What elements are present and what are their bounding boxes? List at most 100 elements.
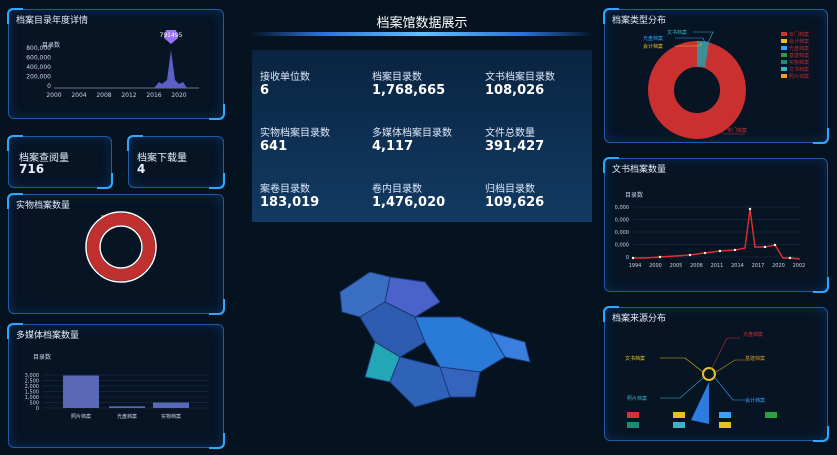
yearly-title: 档案目录年度详情 <box>16 16 89 26</box>
documents-xtick: 2008 <box>690 263 703 269</box>
types-legend-label: 会计档案 <box>789 38 809 45</box>
sources-legend-swatch <box>673 412 685 418</box>
stat-value: 1,768,665 <box>372 83 446 98</box>
sources-legend-swatch <box>719 422 731 428</box>
documents-xtick: 2017 <box>752 263 765 269</box>
stat-item: 卷内目录数 1,476,020 <box>372 180 445 210</box>
documents-ytick: 0,000 <box>615 230 629 236</box>
stat-label: 多媒体档案目录数 <box>372 128 452 139</box>
yearly-xtick: 2016 <box>146 92 161 99</box>
types-legend-swatch <box>781 32 787 36</box>
map-region-east[interactable] <box>414 316 506 373</box>
types-legend-swatch <box>781 67 787 71</box>
physical-title: 实物档案数量 <box>16 201 71 211</box>
views-label: 档案查阅量 <box>19 153 69 164</box>
sources-legend-swatch <box>627 422 639 428</box>
stat-label: 案卷目录数 <box>260 184 310 195</box>
types-legend-swatch <box>781 53 787 57</box>
peak-marker: 791495 <box>160 30 183 44</box>
stat-value: 183,019 <box>260 195 320 210</box>
documents-points <box>631 207 792 260</box>
sources-slice <box>691 382 709 424</box>
multimedia-ytick: 3,000 <box>25 373 39 379</box>
center-header: 档案馆数据展示 <box>250 0 594 38</box>
multimedia-ytick: 1,000 <box>25 395 39 401</box>
stat-label: 归档目录数 <box>485 184 535 195</box>
map-region-south-east[interactable] <box>439 366 481 398</box>
documents-line <box>633 208 801 260</box>
multimedia-ytick: 0 <box>36 406 39 412</box>
sources-panel: 档案来源分布 文书档案 光盘档案 基建档案 照片档案 会计档案 <box>603 306 829 442</box>
stat-value: 6 <box>260 83 270 98</box>
views-value: 716 <box>19 162 45 176</box>
stat-item: 档案目录数 1,768,665 <box>372 68 445 98</box>
stat-item: 实物档案目录数 641 <box>260 124 330 154</box>
yearly-xtick: 2008 <box>96 92 111 99</box>
stat-label: 文件总数量 <box>485 128 535 139</box>
documents-ytick: 0,000 <box>615 243 629 249</box>
multimedia-ytick: 2,000 <box>25 384 39 390</box>
multimedia-bar <box>109 406 145 408</box>
documents-xtick: 2005 <box>670 263 683 269</box>
types-legend-swatch <box>781 46 787 50</box>
documents-ytick: 0 <box>626 255 629 261</box>
stat-value: 4,117 <box>372 139 414 154</box>
yearly-ylabel: 目录数 <box>42 41 60 49</box>
multimedia-ylabel: 目录数 <box>33 353 51 361</box>
stat-item: 文书档案目录数 108,026 <box>485 68 555 98</box>
downloads-value: 4 <box>137 162 146 176</box>
sources-legend-swatch <box>719 412 731 418</box>
yearly-xtick: 2000 <box>46 92 61 99</box>
yearly-ytick: 600,000 <box>26 55 51 62</box>
types-legend-label: 光盘档案 <box>789 45 809 52</box>
types-legend-label: 照片档案 <box>789 73 809 80</box>
downloads-panel: 档案下载量 4 <box>127 135 225 189</box>
yearly-xtick: 2004 <box>71 92 86 99</box>
documents-ytick: 0,000 <box>615 218 629 224</box>
yearly-ytick: 400,000 <box>26 64 51 71</box>
physical-donut <box>85 211 157 283</box>
sources-callout-1: 光盘档案 <box>743 331 763 338</box>
types-callout-0: 文书档案 <box>667 29 687 36</box>
yearly-ytick: 200,000 <box>26 74 51 81</box>
stat-item: 接收单位数 6 <box>260 68 310 98</box>
stat-label: 实物档案目录数 <box>260 128 330 139</box>
yearly-xtick: 2012 <box>121 92 136 99</box>
stat-value: 1,476,020 <box>372 195 446 210</box>
documents-xtick: 2014 <box>731 263 744 269</box>
types-bottom-label: 专门档案 <box>727 127 747 134</box>
stats-panel: 接收单位数 6 档案目录数 1,768,665 文书档案目录数 108,026 实物档案目录… <box>252 50 592 222</box>
multimedia-ytick: 1,500 <box>25 390 39 396</box>
map-region-north[interactable] <box>384 276 441 318</box>
documents-xtick: 2011 <box>711 263 724 269</box>
stat-item: 多媒体档案目录数 4,117 <box>372 124 452 154</box>
sources-title: 档案来源分布 <box>612 314 667 324</box>
yearly-ytick: 800,000 <box>26 45 51 52</box>
documents-xtick: 2020 <box>772 263 785 269</box>
map-region-south[interactable] <box>389 356 451 408</box>
documents-ylabel: 目录数 <box>625 191 643 199</box>
documents-panel: 文书档案数量 目录数 0,000 0,000 0,000 0,000 0 1994 200… <box>603 157 829 293</box>
stat-value: 641 <box>260 139 288 154</box>
views-panel: 档案查阅量 716 <box>7 135 113 189</box>
types-legend-label: 专门档案 <box>789 31 809 38</box>
sources-legend-swatch <box>627 412 639 418</box>
yearly-chart: 目录数 800,000 600,000 400,000 200,000 0 2000 20… <box>26 30 199 99</box>
stat-label: 文书档案目录数 <box>485 72 555 83</box>
yearly-panel: 档案目录年度详情 目录数 800,000 600,000 400,000 200,00… <box>7 8 225 120</box>
stat-label: 卷内目录数 <box>372 184 422 195</box>
types-callout-2: 会计档案 <box>643 43 663 50</box>
yearly-xtick: 2020 <box>171 92 186 99</box>
documents-title: 文书档案数量 <box>612 165 667 175</box>
stat-label: 接收单位数 <box>260 72 310 83</box>
types-chart: 文书档案 光盘档案 会计档案 专门档案 专门档案会计档案光盘档案基建档案实物档案… <box>643 29 809 139</box>
types-legend-swatch <box>781 39 787 43</box>
types-title: 档案类型分布 <box>612 16 667 26</box>
region-map[interactable] <box>330 262 540 412</box>
types-legend-swatch <box>781 60 787 64</box>
map-region-far-east[interactable] <box>488 331 531 363</box>
yearly-ytick: 0 <box>47 83 51 90</box>
multimedia-xtick: 光盘档案 <box>117 413 137 420</box>
stat-value: 108,026 <box>485 83 545 98</box>
